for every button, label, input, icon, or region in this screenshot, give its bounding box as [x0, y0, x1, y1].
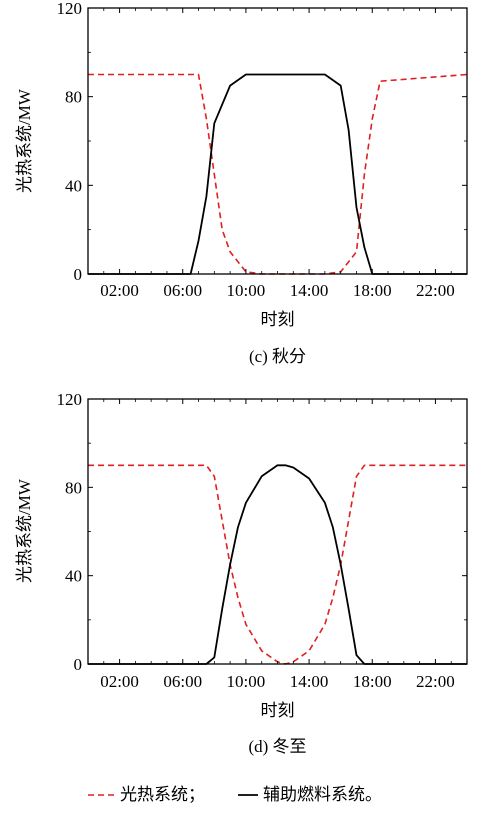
y-tick-label: 0: [74, 265, 83, 284]
y-tick-label: 40: [65, 567, 82, 586]
x-tick-label: 14:00: [290, 281, 329, 300]
plot-frame: [87, 7, 468, 275]
chart-panel-c: 0 40 80 120 02:00 06:00 10:00 14:00 18:00 22:00 时刻…: [15, 0, 468, 366]
legend-aux-label: 辅助燃料系统。: [263, 785, 382, 804]
y-tick-label: 80: [65, 478, 82, 497]
x-tick-label: 02:00: [100, 672, 139, 691]
y-axis-label: 光热系统/MW: [15, 478, 34, 583]
x-tick-label: 10:00: [227, 281, 266, 300]
x-tick-label: 18:00: [353, 281, 392, 300]
chart-panel-d: 0 40 80 120 02:00 06:00 10:00 14:00 18:00 22:00 时刻…: [15, 390, 468, 756]
x-tick-label: 18:00: [353, 672, 392, 691]
y-tick-label: 120: [57, 390, 83, 409]
y-axis-label: 光热系统/MW: [15, 88, 34, 193]
y-tick-label: 80: [65, 88, 82, 107]
chart-caption: (c) 秋分: [249, 347, 306, 366]
aux-fuel-series-line: [88, 464, 467, 665]
aux-fuel-series-line: [88, 73, 467, 275]
x-tick-label: 06:00: [163, 281, 202, 300]
solar-series-line: [88, 73, 468, 275]
legend-solar-label: 光热系统；: [120, 785, 205, 804]
y-tick-label: 40: [65, 176, 82, 195]
x-tick-label: 22:00: [416, 281, 455, 300]
x-tick-label: 14:00: [290, 672, 329, 691]
plot-frame: [87, 398, 468, 665]
y-tick-label: 0: [74, 655, 83, 674]
x-axis-label: 时刻: [261, 701, 295, 720]
legend: 光热系统； 辅助燃料系统。: [88, 785, 382, 804]
x-tick-label: 22:00: [416, 672, 455, 691]
x-tick-label: 06:00: [163, 672, 202, 691]
y-tick-label: 120: [57, 0, 83, 18]
solar-series-line: [88, 464, 467, 665]
x-axis-label: 时刻: [261, 310, 295, 329]
x-tick-label: 10:00: [227, 672, 266, 691]
chart-caption: (d) 冬至: [248, 737, 306, 756]
x-tick-label: 02:00: [100, 281, 139, 300]
